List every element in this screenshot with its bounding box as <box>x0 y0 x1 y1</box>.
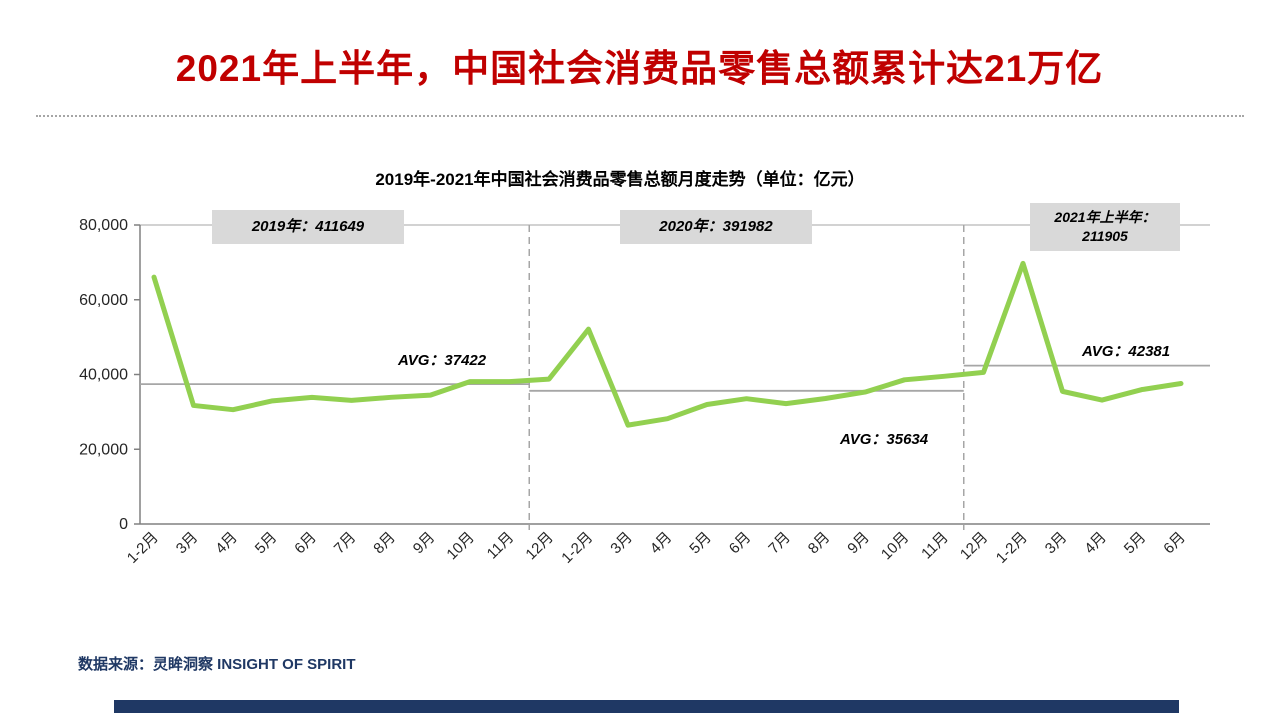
x-tick-label: 10月 <box>443 529 477 563</box>
x-tick-label: 3月 <box>607 529 636 558</box>
x-tick-label: 4月 <box>647 529 676 558</box>
x-tick-label: 12月 <box>957 529 991 563</box>
avg-annotation-2021h1: AVG：42381 <box>1082 343 1171 360</box>
avg-annotation-2019: AVG：37422 <box>398 352 487 369</box>
x-tick-label: 10月 <box>878 529 912 563</box>
x-tick-label: 4月 <box>212 529 241 558</box>
x-tick-label: 8月 <box>805 529 834 558</box>
y-tick-label: 40,000 <box>79 367 128 384</box>
x-tick-label: 7月 <box>331 529 360 558</box>
x-tick-label: 7月 <box>765 529 794 558</box>
x-tick-label: 4月 <box>1081 529 1110 558</box>
y-tick-label: 60,000 <box>79 292 128 309</box>
x-tick-label: 5月 <box>686 529 715 558</box>
bottom-accent-bar <box>114 700 1179 713</box>
monthly-retail-sales-line <box>151 260 1184 428</box>
x-tick-label: 3月 <box>1042 529 1071 558</box>
y-tick-label: 0 <box>119 516 128 533</box>
page-title: 2021年上半年，中国社会消费品零售总额累计达21万亿 <box>175 48 1104 89</box>
avg-annotation-2020: AVG：35634 <box>840 431 929 448</box>
data-source-note: 数据来源：灵眸洞察 INSIGHT OF SPIRIT <box>78 656 356 673</box>
y-tick-label: 20,000 <box>79 441 128 458</box>
x-tick-label: 11月 <box>918 529 952 563</box>
y-tick-label: 80,000 <box>79 217 128 234</box>
x-tick-label: 9月 <box>844 529 873 558</box>
x-tick-label: 6月 <box>1160 529 1189 558</box>
x-tick-label: 6月 <box>291 529 320 558</box>
x-tick-label: 9月 <box>410 529 439 558</box>
year-total-badge-2019: 2019年：411649 <box>212 210 404 244</box>
x-tick-label: 1-2月 <box>993 529 1031 567</box>
x-tick-label: 6月 <box>726 529 755 558</box>
year-total-badge-2020: 2020年：391982 <box>620 210 812 244</box>
x-tick-label: 3月 <box>173 529 202 558</box>
x-tick-label: 1-2月 <box>558 529 596 567</box>
x-tick-label: 5月 <box>1121 529 1150 558</box>
x-tick-label: 5月 <box>252 529 281 558</box>
retail-sales-trend-line-chart: 0 20,000 40,000 60,000 80,000 1-2月 3月 4月 5月 6月 7月 8… <box>79 217 1210 567</box>
x-tick-label: 8月 <box>370 529 399 558</box>
title-divider <box>36 115 1244 117</box>
x-tick-label: 1-2月 <box>124 529 162 567</box>
chart-title: 2019年-2021年中国社会消费品零售总额月度走势（单位：亿元） <box>375 170 865 189</box>
year-total-badge-2021h1: 2021年上半年： 211905 <box>1030 203 1180 251</box>
x-tick-label: 12月 <box>522 529 556 563</box>
x-tick-label: 11月 <box>484 529 518 563</box>
